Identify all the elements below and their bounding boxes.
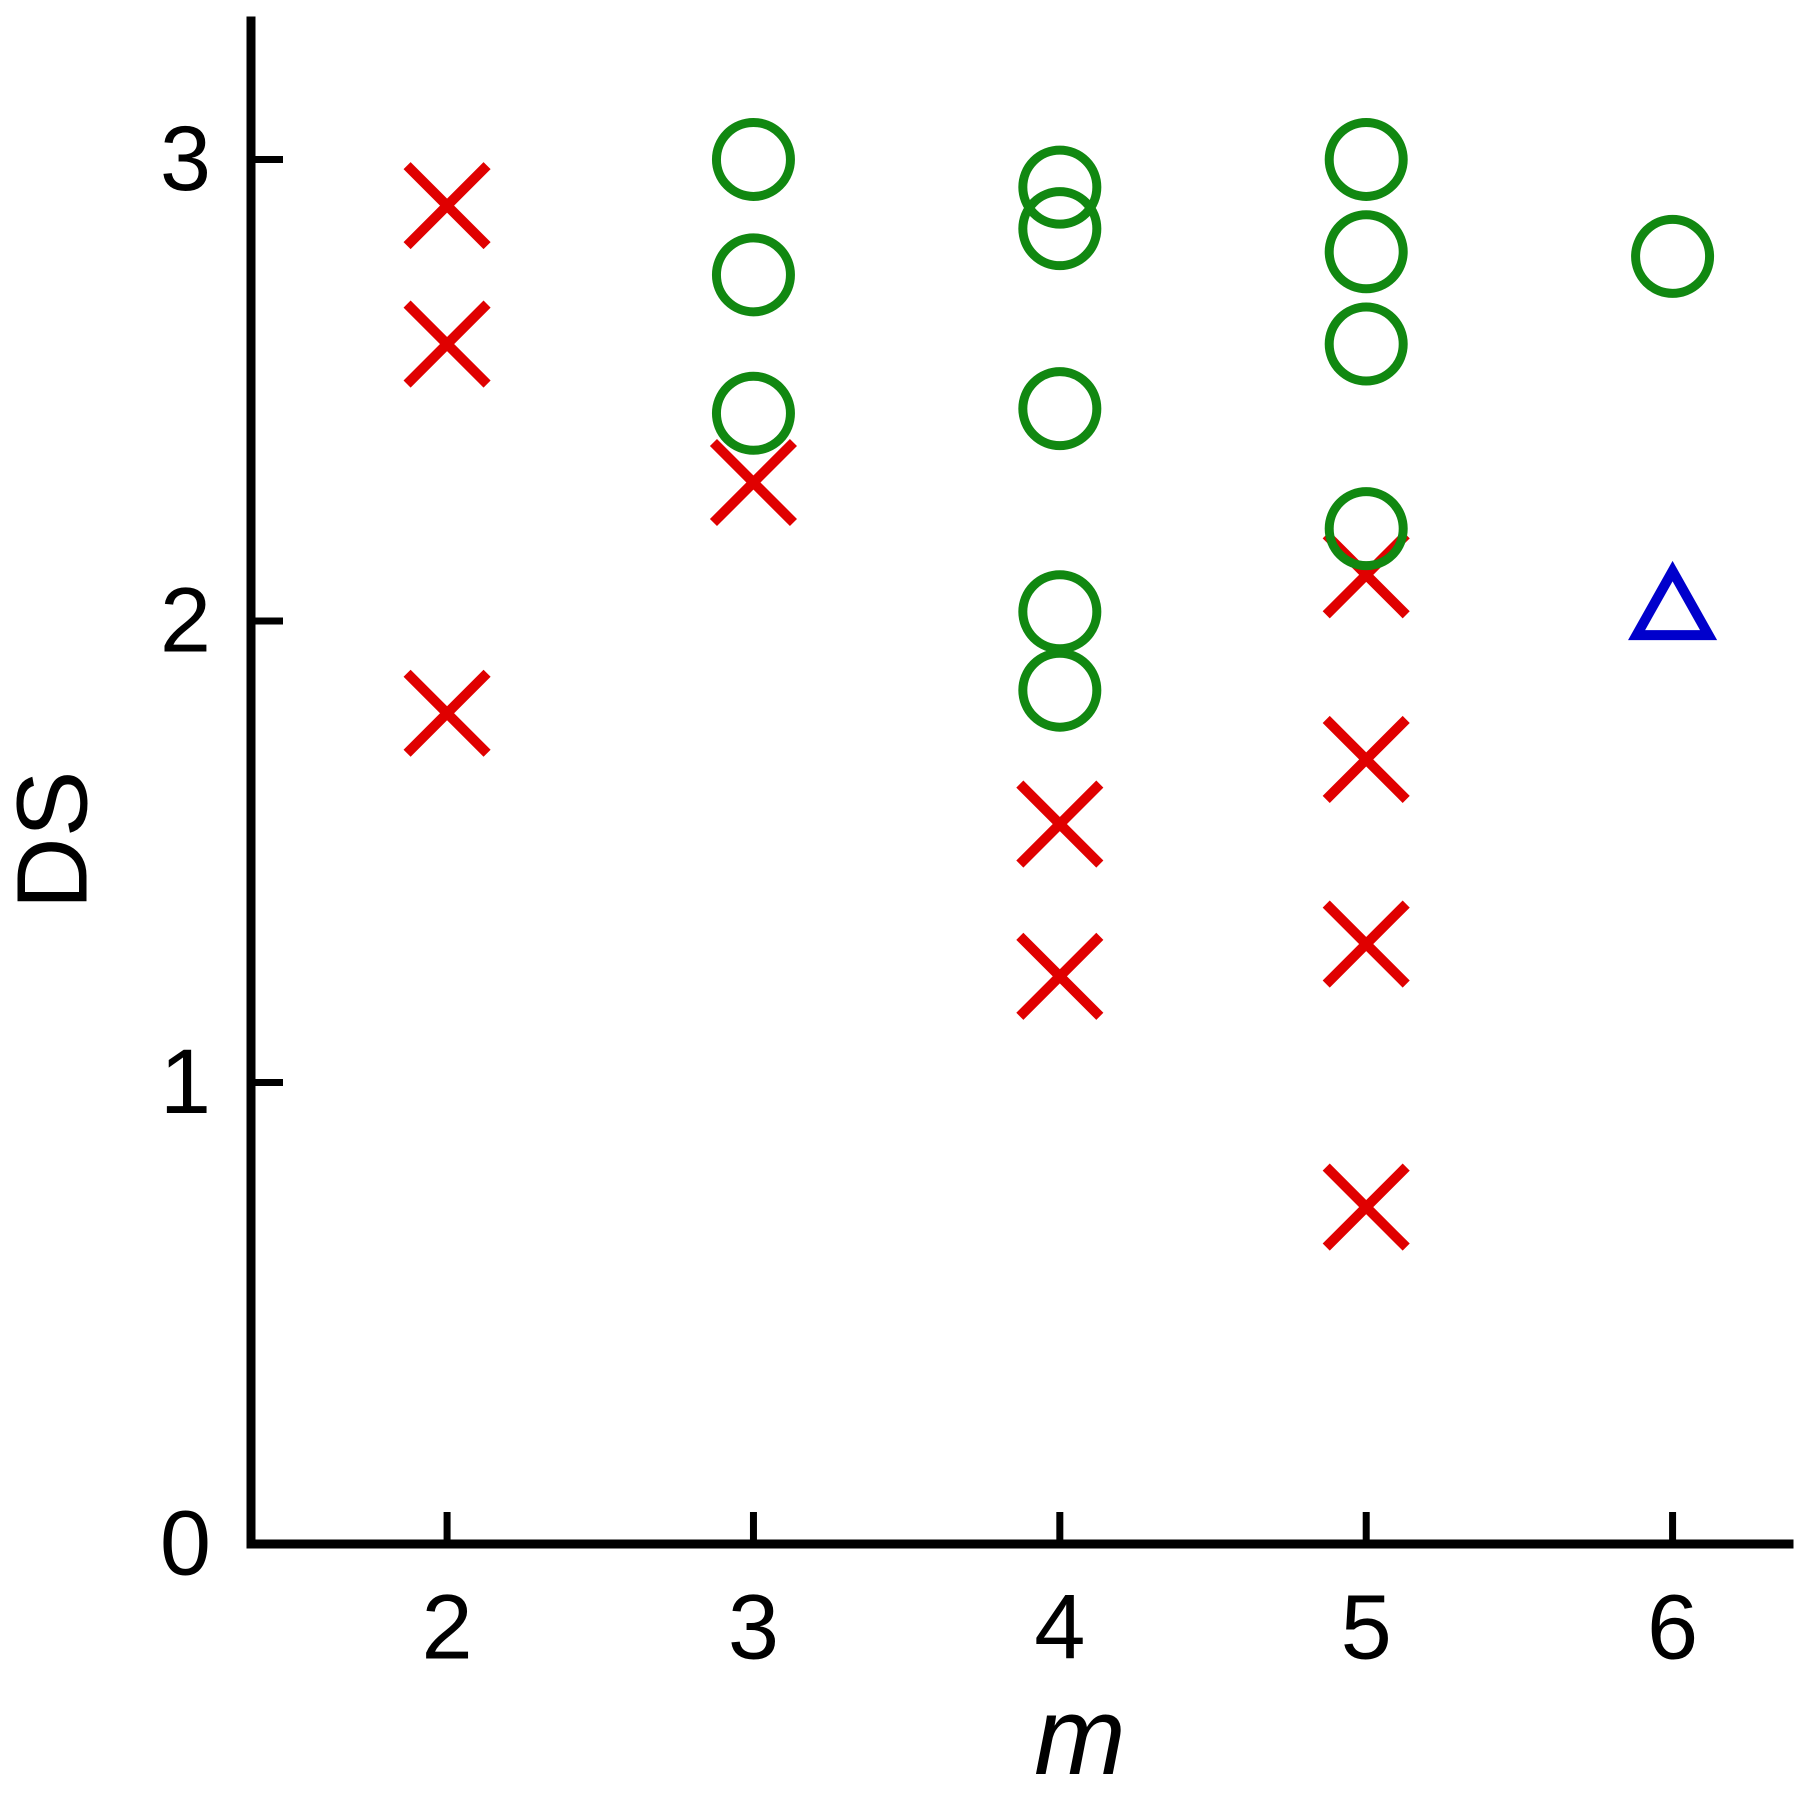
x-marker	[403, 162, 491, 250]
x-marker	[1016, 932, 1104, 1020]
circle-marker	[711, 233, 795, 317]
circle-marker	[1631, 214, 1715, 298]
y-tick-label: 0	[160, 1492, 211, 1594]
circle-marker	[1018, 570, 1102, 654]
circle-marker	[1018, 145, 1102, 229]
circle-marker	[1324, 210, 1408, 294]
x-marker	[403, 300, 491, 388]
x-tick-label: 5	[1341, 1576, 1392, 1678]
circle-marker	[1324, 117, 1408, 201]
circle-marker	[1324, 487, 1408, 571]
circle-marker	[711, 117, 795, 201]
x-tick-label: 6	[1647, 1576, 1698, 1678]
x-marker	[1016, 780, 1104, 868]
x-marker	[1322, 1163, 1410, 1251]
y-tick-label: 1	[160, 1031, 211, 1133]
y-tick-label: 2	[160, 569, 211, 671]
y-tick-label: 3	[160, 108, 211, 210]
circle-marker	[1018, 187, 1102, 271]
x-marker	[403, 669, 491, 757]
triangle-marker	[1628, 560, 1718, 641]
circle-marker	[1018, 648, 1102, 732]
x-tick-label: 3	[728, 1576, 779, 1678]
circle-marker	[1324, 302, 1408, 386]
x-axis-label: m	[1034, 1675, 1126, 1798]
x-marker	[1322, 715, 1410, 803]
x-tick-label: 2	[421, 1576, 472, 1678]
circle-marker	[1018, 367, 1102, 451]
x-marker	[1322, 900, 1410, 988]
y-axis-label: DS	[0, 771, 108, 910]
x-tick-label: 4	[1034, 1576, 1085, 1678]
x-marker	[709, 438, 797, 527]
circle-marker	[711, 371, 795, 455]
